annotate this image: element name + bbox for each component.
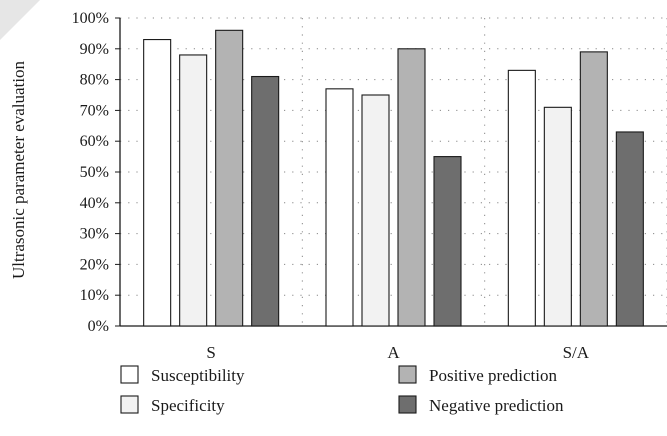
bar-negative-prediction-0 (251, 75, 280, 327)
y-tick-label: 80% (80, 72, 109, 89)
legend-swatch (398, 395, 417, 414)
y-tick-label: 60% (80, 133, 109, 150)
y-tick-label: 50% (80, 164, 109, 181)
bar-susceptibility-0 (143, 39, 172, 327)
x-category-label: S (206, 343, 215, 362)
y-tick-label: 0% (88, 318, 109, 335)
bar-specificity-2 (543, 106, 572, 327)
y-tick-label: 30% (80, 226, 109, 243)
bar-negative-prediction-2 (615, 131, 644, 327)
legend: Susceptibility Specificity Positive predic… (120, 365, 564, 415)
legend-label: Negative prediction (429, 396, 564, 415)
y-tick-labels: 0% 10% 20% 30% 40% 50% 60% 70% 80% 90% 100% (72, 10, 120, 335)
y-tick-label: 100% (72, 10, 109, 27)
x-category-label: A (387, 343, 400, 362)
x-category-labels: S A S/A (206, 343, 589, 362)
bar-positive-prediction-1 (397, 48, 426, 327)
y-axis-label: Ultrasonic parameter evaluation (9, 60, 28, 279)
bar-positive-prediction-2 (579, 51, 608, 327)
y-tick-label: 90% (80, 41, 109, 58)
legend-label: Susceptibility (151, 366, 245, 385)
y-tick-label: 40% (80, 195, 109, 212)
grid-lines (120, 17, 667, 326)
bar-positive-prediction-0 (215, 29, 244, 327)
corner-decoration (0, 0, 40, 40)
legend-label: Specificity (151, 396, 225, 415)
bars (143, 29, 644, 327)
bar-negative-prediction-1 (433, 156, 462, 327)
x-category-label: S/A (563, 343, 590, 362)
bar-susceptibility-2 (507, 69, 536, 327)
bar-specificity-0 (179, 54, 208, 327)
y-tick-label: 20% (80, 256, 109, 273)
legend-swatch (398, 365, 417, 384)
bar-specificity-1 (361, 94, 390, 327)
legend-label: Positive prediction (429, 366, 557, 385)
y-tick-label: 70% (80, 102, 109, 119)
legend-swatch (120, 365, 139, 384)
legend-swatch (120, 395, 139, 414)
y-tick-label: 10% (80, 287, 109, 304)
bar-susceptibility-1 (325, 88, 354, 327)
